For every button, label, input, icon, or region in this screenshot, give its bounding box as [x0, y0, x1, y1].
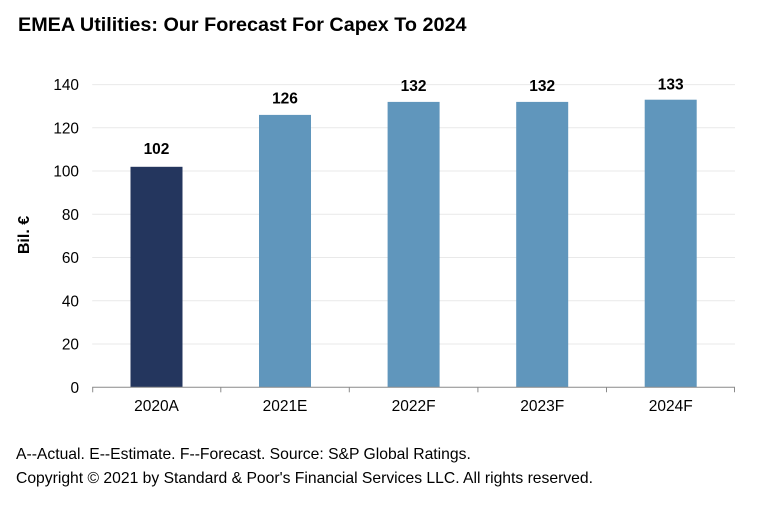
svg-text:2022F: 2022F [392, 398, 436, 415]
svg-text:40: 40 [62, 293, 79, 310]
svg-text:126: 126 [272, 91, 298, 108]
svg-text:2024F: 2024F [649, 398, 693, 415]
svg-text:120: 120 [53, 120, 79, 137]
svg-text:20: 20 [62, 337, 79, 354]
svg-text:2021E: 2021E [263, 398, 308, 415]
svg-text:60: 60 [62, 250, 79, 267]
svg-text:132: 132 [529, 78, 555, 95]
svg-text:102: 102 [144, 141, 170, 158]
svg-text:133: 133 [658, 76, 684, 93]
svg-text:0: 0 [70, 380, 79, 397]
svg-text:132: 132 [401, 78, 427, 95]
svg-text:2020A: 2020A [134, 398, 179, 415]
svg-text:Bil. €: Bil. € [16, 216, 33, 254]
svg-text:2023F: 2023F [520, 398, 564, 415]
svg-text:100: 100 [53, 164, 79, 181]
svg-text:140: 140 [53, 77, 79, 94]
svg-text:80: 80 [62, 207, 79, 224]
